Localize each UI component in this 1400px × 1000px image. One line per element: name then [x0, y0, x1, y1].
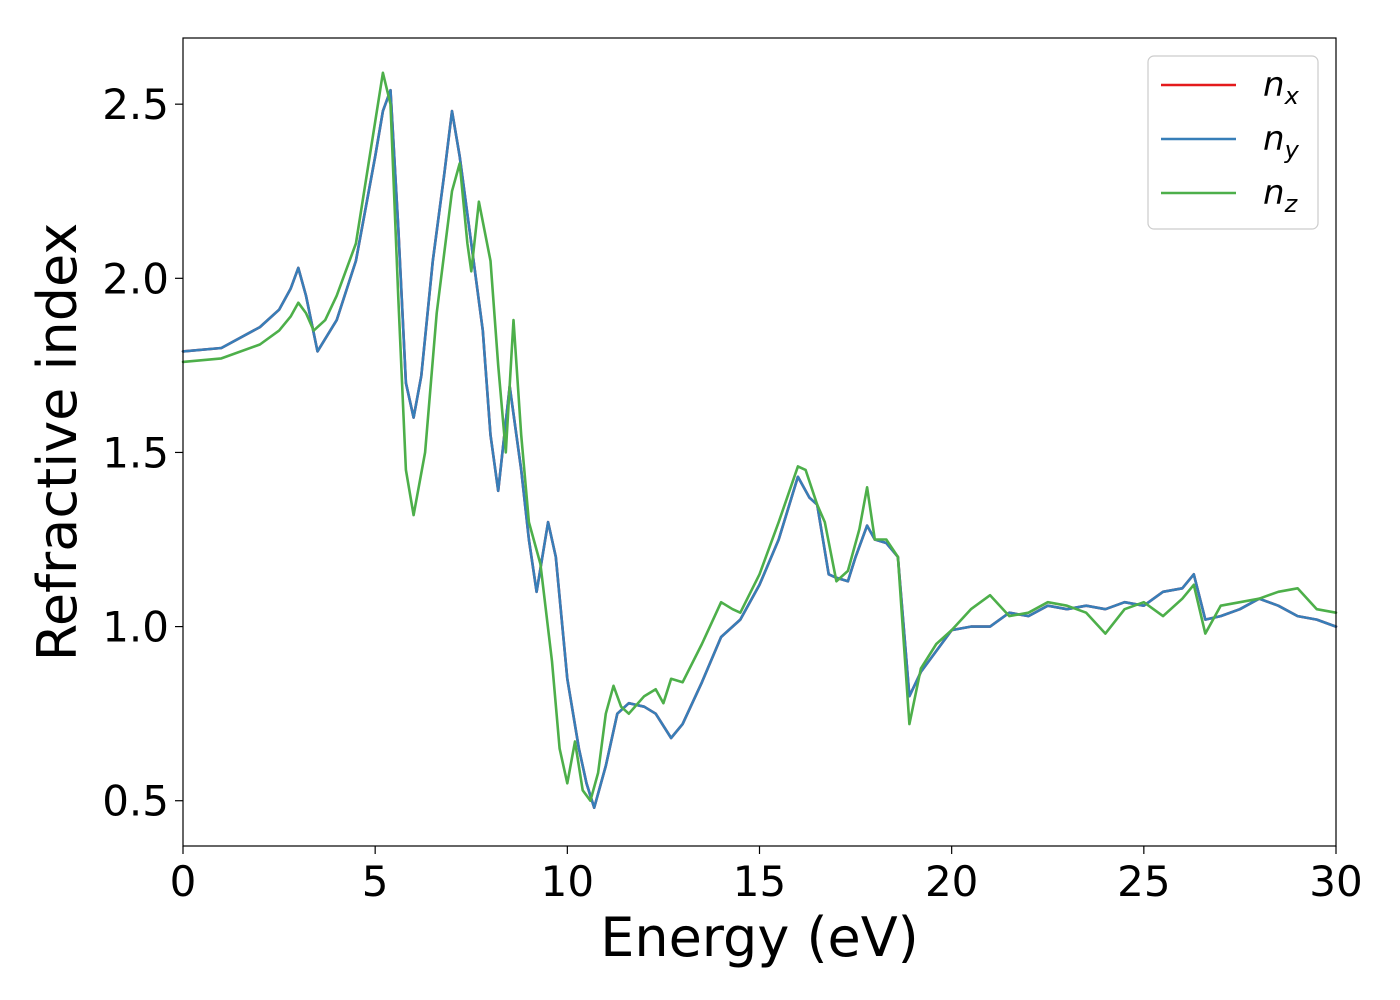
y-axis-label: Refractive index [26, 223, 89, 662]
x-axis-ticks: 0 5 10 15 20 25 30 [170, 846, 1363, 906]
x-tick-label: 20 [925, 857, 978, 906]
y-axis-ticks: 0.5 1.0 1.5 2.0 2.5 [102, 80, 183, 826]
x-axis-label: Energy (eV) [600, 906, 919, 969]
legend-label-x: nx [1263, 65, 1300, 110]
y-tick-label: 1.5 [102, 428, 169, 477]
series-line-z [181, 71, 1338, 803]
series-line-y [181, 88, 1338, 810]
legend-label-subscript: z [1284, 190, 1299, 218]
x-tick-label: 0 [170, 857, 197, 906]
plot-area [183, 38, 1336, 846]
y-tick-label: 2.0 [102, 254, 169, 303]
legend-label-z: nz [1263, 173, 1299, 218]
legend-label-subscript: y [1284, 136, 1300, 164]
legend-box [1147, 55, 1319, 230]
x-tick-label: 15 [733, 857, 786, 906]
x-tick-label: 10 [541, 857, 594, 906]
y-tick-label: 1.0 [102, 603, 169, 652]
legend-label-base: n [1263, 65, 1285, 105]
legend-label-base: n [1263, 119, 1285, 159]
legend-label-y: ny [1263, 119, 1300, 164]
series-layer [181, 71, 1338, 810]
legend-label-subscript: x [1284, 82, 1300, 110]
x-tick-label: 30 [1309, 857, 1362, 906]
x-tick-label: 5 [362, 857, 389, 906]
x-tick-label: 25 [1117, 857, 1170, 906]
y-tick-label: 2.5 [102, 80, 169, 129]
legend-label-base: n [1263, 173, 1285, 213]
y-tick-label: 0.5 [102, 777, 169, 826]
